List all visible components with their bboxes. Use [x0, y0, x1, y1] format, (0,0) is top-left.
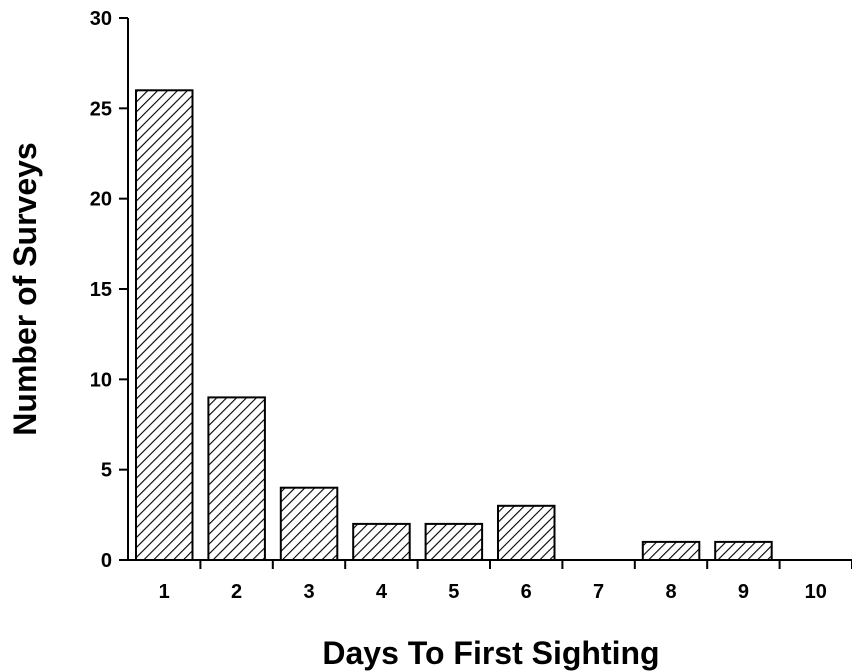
- x-tick-label: 4: [376, 581, 388, 603]
- bar-4: [352, 522, 411, 562]
- x-tick-label: 6: [521, 581, 532, 603]
- y-tick-label: 15: [90, 279, 112, 301]
- x-tick-label: 5: [448, 581, 459, 603]
- x-tick-label: 10: [805, 581, 827, 603]
- x-tick-label: 3: [303, 581, 314, 603]
- x-tick-label: 7: [593, 581, 604, 603]
- bar-5: [424, 522, 484, 562]
- bar-9: [714, 540, 773, 562]
- y-tick-label: 5: [101, 460, 112, 482]
- x-axis-title: Days To First Sighting: [322, 635, 659, 671]
- x-tick-label: 8: [665, 581, 676, 603]
- y-tick-label: 20: [90, 189, 112, 211]
- y-tick-label: 0: [101, 550, 112, 572]
- bar-1: [135, 89, 194, 562]
- bar-6: [497, 504, 556, 561]
- bar-2: [207, 396, 266, 561]
- x-tick-label: 2: [231, 581, 242, 603]
- y-axis-title: Number of Surveys: [7, 142, 43, 435]
- y-axis-ticks: 0 5 10 15 20 25 30: [90, 8, 128, 572]
- bar-3: [279, 486, 339, 562]
- y-tick-label: 30: [90, 8, 112, 30]
- x-tick-label: 1: [159, 581, 170, 603]
- y-tick-label: 10: [90, 369, 112, 391]
- x-tick-label: 9: [738, 581, 749, 603]
- bar-8: [641, 540, 701, 562]
- y-tick-label: 25: [90, 98, 112, 120]
- bars: [135, 89, 773, 562]
- x-axis-ticks: 1 2 3 4 5 6 7 8 9 10: [159, 560, 852, 603]
